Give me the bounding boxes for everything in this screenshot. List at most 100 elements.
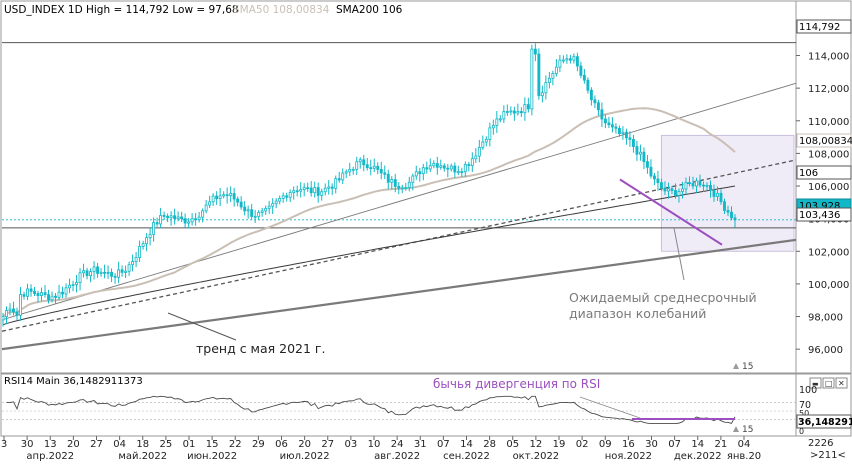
candle-body [709, 184, 712, 191]
candle-body [733, 217, 737, 221]
candle-body [484, 139, 488, 143]
time-tick-day: 24 [391, 439, 404, 450]
rsi-divergence-annotation: бычья дивергенция по RSI [433, 377, 600, 391]
range-annotation-line2: диапазон колебаний [569, 306, 706, 321]
candle-body [397, 186, 401, 189]
candle-body [358, 159, 362, 163]
candle-body [222, 194, 226, 197]
candle-body [134, 257, 138, 263]
candle-body [362, 159, 366, 166]
rsi-level-70: 70 [799, 400, 811, 411]
candle-body [561, 59, 565, 62]
candle-body [239, 201, 243, 208]
candle-body [512, 110, 516, 114]
candle-body [40, 292, 43, 296]
candle-body [180, 216, 184, 220]
candle-body [208, 201, 212, 206]
candle-body [502, 111, 506, 120]
candle-body [730, 211, 733, 219]
time-tick-month: июн.2022 [187, 451, 237, 462]
candle-body [201, 210, 205, 218]
candle-body [425, 167, 429, 170]
time-tick-day: 04 [113, 439, 126, 450]
candle-body [603, 118, 607, 124]
candle-body [243, 206, 247, 212]
candle-body [407, 181, 411, 188]
candle-body [253, 215, 257, 218]
maximize-button[interactable]: □ [822, 377, 835, 389]
time-tick-day: 06 [275, 439, 288, 450]
candle-body [453, 165, 457, 173]
price-divergence-line [619, 178, 723, 246]
price-tick-label: 102,000 [808, 247, 849, 258]
price-label-hline-text: 103,436 [799, 210, 840, 221]
trendline-may-2021 [2, 238, 796, 351]
expected-range-box [660, 134, 795, 252]
candle-body [684, 182, 688, 190]
candle-body [383, 172, 387, 175]
candle-body [306, 187, 310, 190]
price-tick-label: 108,000 [808, 149, 849, 160]
candle-body [463, 164, 467, 173]
candle-body [523, 104, 527, 114]
candle-body [698, 180, 702, 186]
time-tick-day: 25 [160, 439, 173, 450]
candle-body [533, 48, 537, 55]
candle-body [488, 127, 492, 140]
time-tick-day: 12 [530, 439, 543, 450]
candle-body [337, 178, 341, 181]
candle-body [470, 158, 474, 166]
rsi-level-50: 50 [799, 409, 809, 418]
sma200-line [2, 185, 736, 326]
candle-body [236, 198, 240, 203]
candle-body [645, 161, 649, 168]
candle-body [509, 110, 513, 113]
candle-body [302, 187, 306, 191]
bar-offset-label[interactable]: >211< [810, 450, 846, 461]
candle-body [414, 171, 418, 177]
candle-body [162, 215, 166, 217]
rsi-shift-marker-icon[interactable] [733, 426, 739, 432]
candle-body [183, 218, 187, 224]
candle-body [554, 66, 558, 74]
shift-marker-icon[interactable] [733, 363, 739, 369]
time-tick-day: 18 [136, 439, 149, 450]
candle-body [85, 270, 89, 277]
candle-body [246, 209, 250, 212]
time-tick-month: сен.2022 [443, 451, 490, 462]
candle-body [526, 104, 530, 110]
candle-body [64, 287, 68, 295]
bar-count-label: 2226 [808, 438, 833, 449]
chart-title: USD_INDEX 1D High = 114,792 Low = 97,68 [4, 4, 239, 16]
candle-body [5, 310, 8, 318]
time-tick-day: 29 [252, 439, 265, 450]
candle-body [617, 127, 621, 134]
rsi-value-box [796, 414, 852, 429]
candle-body [635, 146, 639, 155]
trend-annotation: тренд с мая 2021 г. [196, 341, 325, 356]
candle-body [586, 79, 590, 91]
time-tick-day: 07 [668, 439, 681, 450]
time-tick-day: 16 [622, 439, 635, 450]
candle-body [547, 77, 551, 83]
candle-body [348, 169, 352, 173]
candle-body [702, 184, 705, 187]
minimize-button[interactable]: ▬ [809, 377, 822, 389]
candle-body [477, 146, 481, 157]
close-button[interactable]: ✕ [835, 377, 848, 389]
candle-body [474, 155, 478, 160]
rsi-line [6, 395, 736, 425]
time-tick-day: 07 [437, 439, 450, 450]
candle-body [656, 178, 660, 184]
time-tick-day: 21 [715, 439, 728, 450]
candle-body [607, 122, 611, 126]
time-tick-day: 3 [1, 439, 7, 450]
trendline-upper [2, 82, 796, 321]
rsi-value-label: 36,148291 [798, 417, 852, 428]
price-label-sma200: 106 [796, 165, 852, 180]
candle-body [316, 187, 320, 196]
candle-body [719, 192, 723, 203]
candle-body [29, 288, 33, 292]
